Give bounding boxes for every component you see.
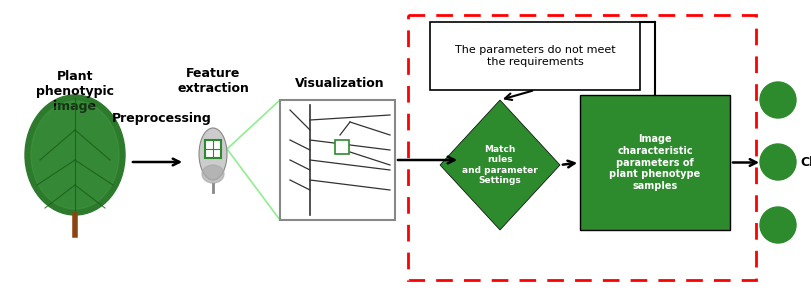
Circle shape — [759, 82, 795, 118]
FancyBboxPatch shape — [335, 140, 349, 154]
Ellipse shape — [199, 128, 227, 180]
FancyBboxPatch shape — [204, 140, 221, 158]
Ellipse shape — [25, 95, 125, 215]
Text: Match
rules
and parameter
Settings: Match rules and parameter Settings — [461, 145, 537, 185]
Text: Classification: Classification — [799, 156, 811, 168]
Text: Preprocessing: Preprocessing — [112, 112, 212, 125]
Polygon shape — [440, 100, 560, 230]
Text: Image
characteristic
parameters of
plant phenotype
samples: Image characteristic parameters of plant… — [608, 134, 700, 191]
Circle shape — [759, 207, 795, 243]
FancyBboxPatch shape — [430, 22, 639, 90]
Ellipse shape — [31, 101, 119, 209]
Text: Feature
extraction: Feature extraction — [177, 67, 249, 95]
Text: The parameters do not meet
the requirements: The parameters do not meet the requireme… — [454, 45, 615, 67]
Circle shape — [759, 144, 795, 180]
FancyBboxPatch shape — [579, 95, 729, 230]
Text: Visualization: Visualization — [295, 77, 384, 90]
FancyBboxPatch shape — [280, 100, 394, 220]
Ellipse shape — [202, 165, 224, 183]
Text: Plant
phenotypic
image: Plant phenotypic image — [36, 70, 114, 113]
